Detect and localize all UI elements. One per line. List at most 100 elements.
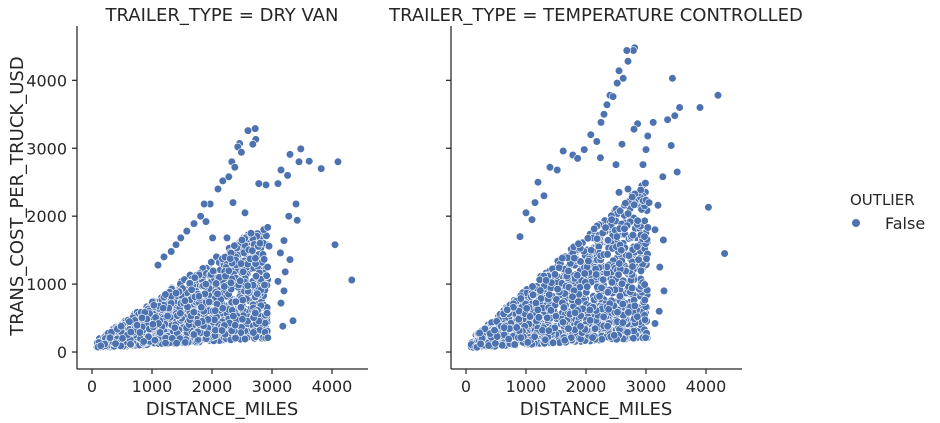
data-point <box>607 278 617 287</box>
data-point <box>224 172 233 181</box>
data-point <box>194 292 203 301</box>
data-point <box>553 165 562 175</box>
data-point <box>159 252 169 261</box>
data-point <box>583 282 592 291</box>
y-tick-labels: 0 1000 2000 3000 4000 <box>26 71 77 362</box>
data-point <box>229 312 238 321</box>
data-point <box>189 219 199 228</box>
data-point <box>659 286 669 296</box>
data-point <box>516 333 525 342</box>
data-point <box>498 341 507 350</box>
data-point <box>612 232 622 241</box>
data-point <box>218 176 227 185</box>
data-point <box>330 240 340 249</box>
data-point <box>533 178 543 187</box>
data-point <box>602 100 612 109</box>
x-tick-labels-dry-van: 0 1000 2000 3000 4000 <box>87 369 352 396</box>
data-point <box>576 322 585 331</box>
data-point <box>627 283 637 293</box>
data-point <box>554 263 564 272</box>
data-point <box>180 296 190 305</box>
data-point <box>490 326 499 335</box>
data-point <box>614 66 624 75</box>
data-point <box>615 206 625 215</box>
data-point <box>222 233 232 242</box>
data-point <box>137 313 147 323</box>
data-point <box>231 321 240 330</box>
data-point <box>586 316 595 325</box>
data-point <box>193 318 202 328</box>
legend-title: OUTLIER <box>850 191 915 209</box>
data-point <box>617 279 627 288</box>
data-point <box>599 275 608 284</box>
data-point <box>237 235 247 245</box>
data-point <box>243 126 253 135</box>
y-tick-label: 1000 <box>26 275 67 294</box>
data-point <box>559 303 569 312</box>
data-point <box>207 258 216 267</box>
data-point <box>243 281 252 290</box>
x-axis-title-dry-van: DISTANCE_MILES <box>146 399 299 420</box>
data-point <box>189 308 198 317</box>
data-point <box>592 137 601 146</box>
data-point <box>633 242 642 251</box>
data-point <box>530 198 540 207</box>
data-point <box>231 297 240 306</box>
data-point <box>217 326 227 335</box>
data-point <box>559 146 568 156</box>
data-point <box>650 319 660 328</box>
panel-temperature-controlled: TRAILER_TYPE = TEMPERATURE CONTROLLED 0 1… <box>388 5 803 420</box>
x-tick-label: 3000 <box>626 377 667 396</box>
y-tick-label: 4000 <box>26 71 67 90</box>
panel-dry-van: TRAILER_TYPE = DRY VAN 0 1000 2000 3000 4000… <box>7 5 368 420</box>
data-point <box>603 322 612 331</box>
data-point <box>617 140 627 149</box>
data-point <box>172 289 181 298</box>
data-point <box>663 115 672 124</box>
data-point <box>172 339 181 348</box>
data-point <box>603 250 612 259</box>
data-point <box>583 234 593 243</box>
data-point <box>667 141 676 150</box>
x-axis-title-temperature-controlled: DISTANCE_MILES <box>520 399 673 420</box>
data-point <box>262 271 271 280</box>
data-point <box>190 273 199 282</box>
data-point <box>622 46 631 55</box>
data-point <box>209 266 218 276</box>
data-point <box>317 164 326 173</box>
data-point <box>634 255 643 264</box>
data-point <box>218 304 227 313</box>
data-point <box>239 267 248 276</box>
data-point <box>533 305 542 315</box>
data-point <box>230 241 239 250</box>
data-point <box>182 227 191 236</box>
data-point <box>587 246 596 255</box>
data-point <box>536 294 546 303</box>
data-point <box>550 270 560 279</box>
data-point <box>590 324 600 333</box>
data-point <box>655 263 664 272</box>
data-point <box>604 305 613 314</box>
data-point <box>238 315 247 324</box>
data-point <box>597 335 607 344</box>
y-tick-label: 0 <box>57 343 67 362</box>
data-point <box>126 327 135 337</box>
data-point <box>629 125 639 134</box>
data-point <box>196 212 205 221</box>
data-point <box>713 91 723 100</box>
data-point <box>240 334 250 344</box>
data-point <box>528 282 537 291</box>
data-point <box>534 313 543 322</box>
data-point <box>197 303 206 312</box>
data-point <box>236 276 245 286</box>
data-point <box>586 130 595 139</box>
data-point <box>291 199 301 209</box>
x-tick-label: 3000 <box>252 377 293 396</box>
data-point <box>548 338 558 347</box>
data-point <box>236 303 246 312</box>
data-point <box>476 339 485 349</box>
data-point <box>224 266 233 275</box>
data-point <box>624 251 634 260</box>
data-point <box>603 236 613 245</box>
data-point <box>212 279 221 288</box>
